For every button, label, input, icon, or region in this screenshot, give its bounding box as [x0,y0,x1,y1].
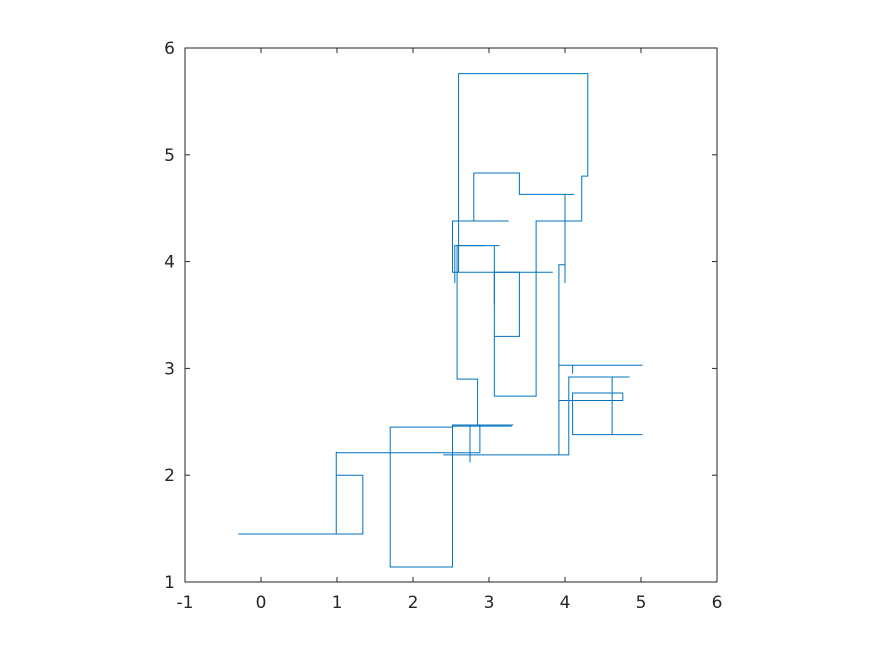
series-line-1 [238,73,643,568]
x-tick-label: 0 [256,593,267,613]
y-tick-label: 6 [164,39,175,59]
x-tick-label: 5 [636,593,647,613]
y-tick-label: 4 [164,253,175,273]
series-line-2 [493,271,520,337]
plot-area [238,73,643,568]
x-tick-label: 2 [408,593,419,613]
x-tick-label: 6 [712,593,723,613]
y-tick-label: 3 [164,359,175,379]
x-tick-label: -1 [177,593,194,613]
x-tick-label: 4 [560,593,571,613]
axes: -1 0 1 2 3 4 5 6 1 2 3 4 5 6 [164,39,722,613]
series-line-3 [454,245,486,283]
y-tick-label: 2 [164,466,175,486]
y-tick-label: 5 [164,146,175,166]
x-tick-label: 3 [484,593,495,613]
x-tick-label: 1 [332,593,343,613]
plot-frame [184,47,718,583]
y-tick-label: 1 [164,573,175,593]
